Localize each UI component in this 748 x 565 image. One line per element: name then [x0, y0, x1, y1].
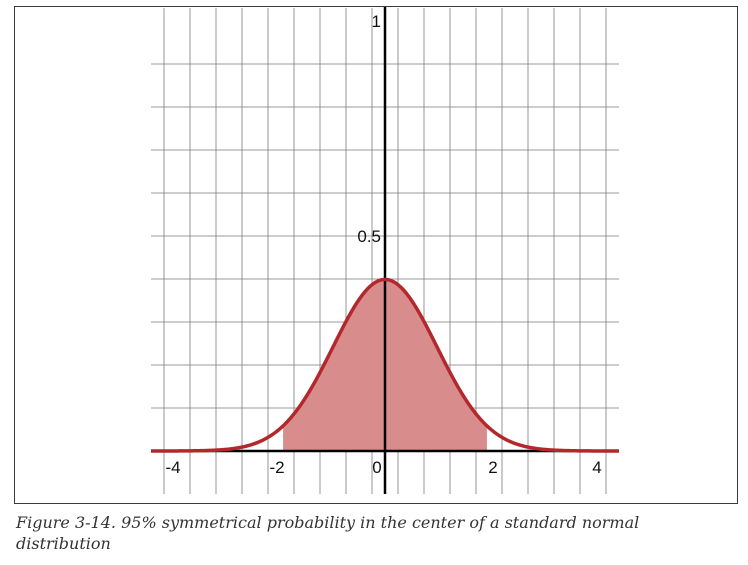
figure-caption: Figure 3-14. 95% symmetrical probability… [16, 513, 640, 553]
x-tick-label: 0 [372, 458, 381, 477]
x-tick-label: 2 [488, 458, 497, 477]
y-tick-label: 0.5 [357, 227, 381, 246]
y-tick-label: 1 [372, 12, 381, 31]
normal-distribution-chart: -4 -2 0 2 4 0.5 1 [150, 7, 620, 494]
x-tick-label: -4 [165, 458, 180, 477]
x-tick-label: -2 [269, 458, 284, 477]
normal-pdf-curve [150, 277, 620, 453]
figure-frame: -4 -2 0 2 4 0.5 1 [14, 6, 738, 504]
x-tick-label: 4 [592, 458, 601, 477]
